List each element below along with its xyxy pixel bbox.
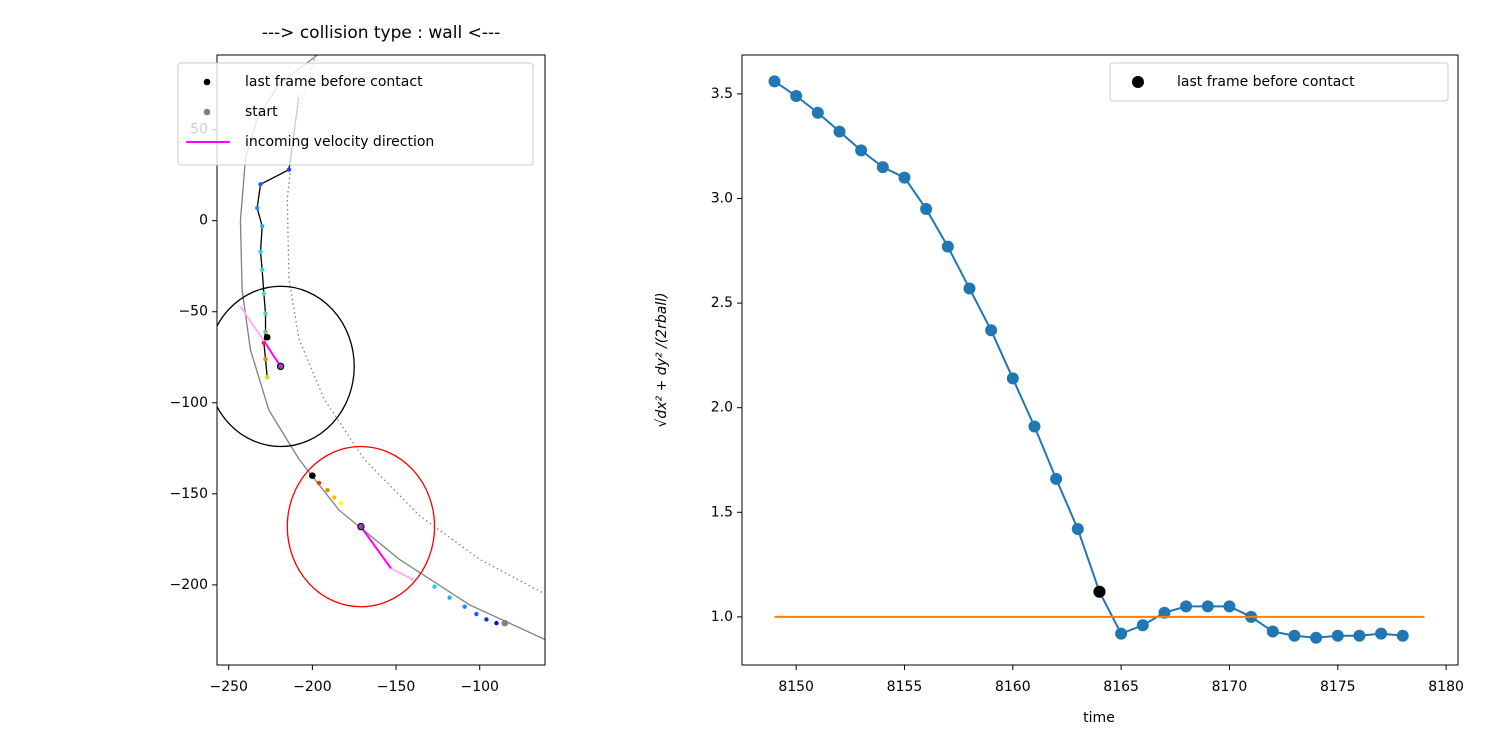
marker-point: [263, 333, 271, 341]
data-point: [1158, 606, 1171, 619]
marker-point: [309, 472, 316, 479]
x-tick-label: 8165: [1103, 679, 1139, 695]
y-tick-label: −50: [178, 304, 208, 320]
velocity-line: [360, 526, 392, 570]
legend-box: [177, 62, 534, 166]
track-point: [263, 329, 268, 334]
track-point: [462, 604, 467, 609]
x-tick-label: −250: [209, 679, 247, 695]
data-point: [1180, 600, 1193, 613]
data-point: [833, 125, 846, 138]
data-point: [985, 324, 998, 337]
data-point: [1006, 372, 1019, 385]
track-point: [258, 249, 263, 254]
left-title: ---> collision type : wall <---: [262, 23, 500, 43]
data-point: [963, 282, 976, 295]
track-point: [259, 267, 265, 273]
data-point: [1223, 600, 1236, 613]
y-tick-label: −100: [170, 395, 208, 411]
track-point: [325, 487, 330, 493]
data-point: [1396, 629, 1409, 642]
marker-point: [501, 619, 509, 627]
ball-outline: [286, 445, 436, 608]
boundary: [286, 55, 545, 595]
data-point: [811, 106, 824, 119]
data-point: [790, 90, 803, 103]
ball-center: [276, 362, 285, 371]
data-point: [768, 75, 781, 88]
track-point: [474, 611, 479, 617]
legend-marker: [203, 108, 211, 116]
data-point: [1028, 420, 1041, 433]
x-tick-label: −100: [461, 679, 499, 695]
x-tick-label: 8160: [995, 679, 1031, 695]
track-point: [494, 620, 499, 626]
ball-outline: [217, 285, 355, 448]
track-point: [254, 205, 260, 211]
x-tick-label: 8175: [1320, 679, 1356, 695]
x-tick-label: 8155: [887, 679, 923, 695]
data-point: [898, 171, 911, 184]
data-point: [1310, 631, 1323, 644]
legend-marker: [1132, 76, 1144, 88]
y-tick-label: 2.5: [711, 295, 733, 311]
data-point: [1353, 629, 1366, 642]
track-point: [286, 167, 292, 172]
track-point: [258, 182, 263, 187]
legend-marker: [203, 78, 211, 86]
y-tick-label: 3.5: [711, 86, 733, 102]
track-point: [316, 480, 322, 486]
data-point: [1201, 600, 1214, 613]
track-point: [484, 617, 489, 622]
legend-label: start: [245, 104, 278, 120]
x-tick-label: 8170: [1212, 679, 1248, 695]
y-tick-label: 3.0: [711, 191, 733, 207]
data-point: [1136, 619, 1149, 632]
data-point: [1071, 523, 1084, 536]
ball-center: [357, 522, 365, 531]
track-point: [331, 495, 337, 500]
data-point: [920, 202, 933, 215]
data-point: [876, 161, 889, 174]
track-point: [338, 500, 344, 506]
track-point: [259, 223, 265, 229]
data-point: [1093, 585, 1106, 598]
y-tick-label: 0: [199, 213, 208, 229]
y-tick-label: −150: [170, 486, 208, 502]
legend-label: last frame before contact: [245, 74, 423, 90]
legend-label: incoming velocity direction: [245, 134, 434, 150]
x-tick-label: 8180: [1428, 679, 1464, 695]
axes-frame: [216, 54, 546, 666]
x-axis-label: time: [1083, 710, 1115, 726]
data-point: [1331, 629, 1344, 642]
axes-frame: [741, 54, 1459, 666]
velocity-line: [239, 305, 265, 342]
y-tick-label: 2.0: [711, 400, 733, 416]
track-point: [261, 291, 267, 296]
data-point: [1266, 625, 1279, 638]
x-tick-label: 8150: [778, 679, 814, 695]
track-point: [432, 584, 437, 589]
x-tick-label: −150: [377, 679, 415, 695]
data-point: [1115, 627, 1128, 640]
legend-label: last frame before contact: [1177, 74, 1355, 90]
x-tick-label: −200: [293, 679, 331, 695]
y-tick-label: 1.5: [711, 504, 733, 520]
track-point: [263, 311, 268, 316]
data-point: [1375, 627, 1388, 640]
data-point: [941, 240, 954, 253]
y-axis-label: √dx² + dy² /(2rball): [654, 292, 670, 427]
velocity-line: [390, 567, 414, 581]
legend-box: [1109, 62, 1449, 102]
y-tick-label: 1.0: [711, 609, 733, 625]
y-tick-label: −200: [170, 577, 208, 593]
data-point: [855, 144, 868, 157]
data-point: [1050, 472, 1063, 485]
data-point: [1288, 629, 1301, 642]
track-point: [265, 375, 270, 380]
velocity-line: [263, 340, 282, 367]
track-point: [263, 356, 268, 362]
track-point: [447, 595, 452, 600]
